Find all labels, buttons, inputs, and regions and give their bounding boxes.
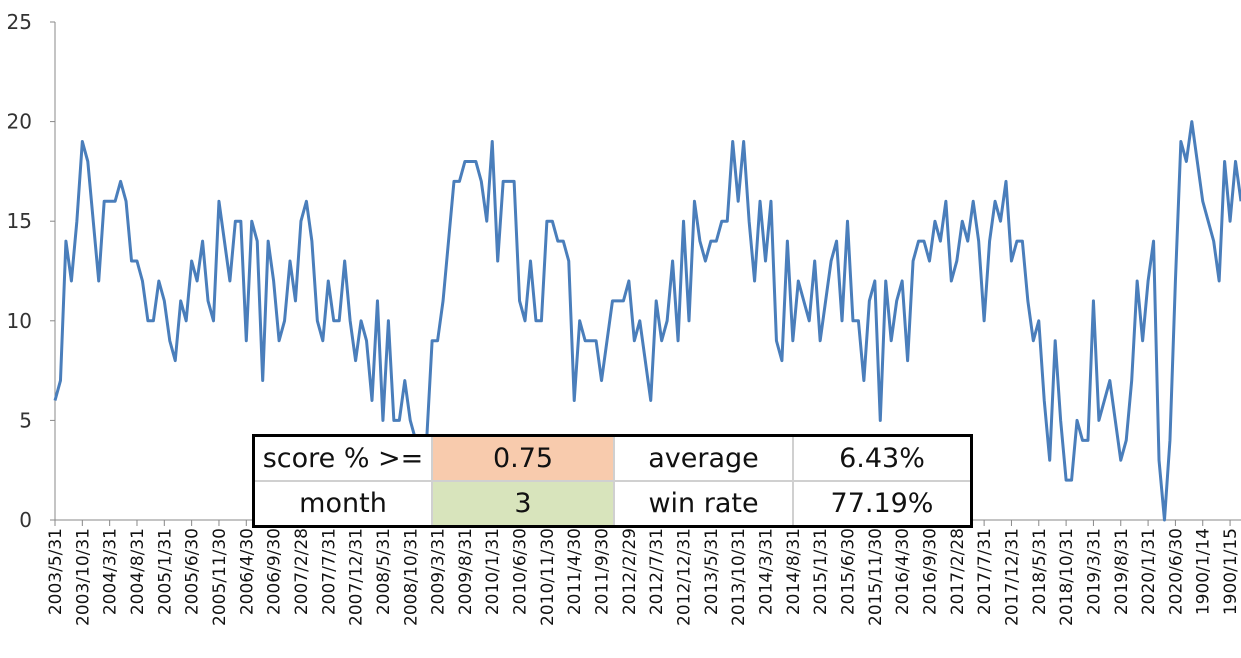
x-tick-label: 2010/1/31 — [483, 528, 503, 615]
x-tick-label: 2007/12/31 — [347, 528, 367, 626]
x-tick-label: 2007/7/31 — [319, 528, 339, 615]
table-row: month 3 win rate 77.19% — [252, 480, 973, 528]
line — [53, 120, 1241, 522]
x-tick-label: 2003/10/31 — [73, 528, 93, 626]
x-tick-label: 2010/11/30 — [538, 528, 558, 626]
x-tick-label: 2014/3/31 — [757, 528, 777, 615]
table-cell: 6.43% — [792, 434, 973, 482]
x-tick-label: 2019/8/31 — [1112, 528, 1132, 615]
stats-table: score % >= 0.75 average 6.43% month 3 win rate… — [252, 434, 973, 528]
x-tick-label: 2015/1/31 — [811, 528, 831, 615]
table-row: score % >= 0.75 average 6.43% — [252, 434, 973, 482]
x-tick-label: 2006/9/30 — [265, 528, 285, 615]
table-cell: 0.75 — [431, 434, 615, 482]
x-tick-label: 2016/4/30 — [893, 528, 913, 615]
x-tick-label: 2005/11/30 — [210, 528, 230, 626]
x-tick-label: 2008/10/31 — [401, 528, 421, 626]
x-tick-label: 2017/2/28 — [948, 528, 968, 615]
y-tick-label: 25 — [7, 10, 32, 34]
x-tick-label: 2017/7/31 — [975, 528, 995, 615]
x-tick-label: 2006/4/30 — [237, 528, 257, 615]
table-cell: 3 — [431, 480, 615, 528]
x-tick-label: 2011/9/30 — [593, 528, 613, 615]
x-tick-label: 2012/7/31 — [647, 528, 667, 615]
x-tick-label: 2017/12/31 — [1002, 528, 1022, 626]
x-tick-label: 2014/8/31 — [784, 528, 804, 615]
x-tick-label: 2010/6/30 — [511, 528, 531, 615]
x-tick-label: 1900/1/14 — [1194, 528, 1214, 615]
y-tick-label: 15 — [7, 209, 32, 233]
x-tick-label: 2005/6/30 — [183, 528, 203, 615]
x-tick-label: 2004/3/31 — [101, 528, 121, 615]
y-tick-label: 10 — [7, 309, 32, 333]
x-tick-label: 2015/11/30 — [866, 528, 886, 626]
x-tick-label: 2019/3/31 — [1084, 528, 1104, 615]
table-cell: average — [613, 434, 794, 482]
x-tick-label: 2003/5/31 — [46, 528, 66, 615]
x-tick-label: 2004/8/31 — [128, 528, 148, 615]
x-tick-label: 2016/9/30 — [920, 528, 940, 615]
x-tick-label: 2008/5/31 — [374, 528, 394, 615]
x-tick-label: 2013/10/31 — [729, 528, 749, 626]
y-tick-label: 0 — [19, 508, 32, 532]
x-tick-label: 2020/6/30 — [1166, 528, 1186, 615]
table-cell: month — [252, 480, 433, 528]
table-cell: 77.19% — [792, 480, 973, 528]
x-tick-label: 2009/3/31 — [429, 528, 449, 615]
x-tick-label: 2013/5/31 — [702, 528, 722, 615]
table-cell: win rate — [613, 480, 794, 528]
x-tick-label: 2020/1/31 — [1139, 528, 1159, 615]
y-tick-label: 20 — [7, 110, 32, 134]
x-tick-label: 2012/2/29 — [620, 528, 640, 615]
y-tick-label: 5 — [19, 408, 32, 432]
x-tick-label: 2009/8/31 — [456, 528, 476, 615]
x-tick-label: 2018/5/31 — [1030, 528, 1050, 615]
x-tick-label: 2005/1/31 — [155, 528, 175, 615]
table-cell: score % >= — [252, 434, 433, 482]
x-tick-label: 2012/12/31 — [675, 528, 695, 626]
x-tick-label: 2018/10/31 — [1057, 528, 1077, 626]
x-tick-label: 2007/2/28 — [292, 528, 312, 615]
x-tick-label: 1900/1/15 — [1221, 528, 1241, 615]
x-tick-label: 2011/4/30 — [565, 528, 585, 615]
x-tick-label: 2015/6/30 — [838, 528, 858, 615]
